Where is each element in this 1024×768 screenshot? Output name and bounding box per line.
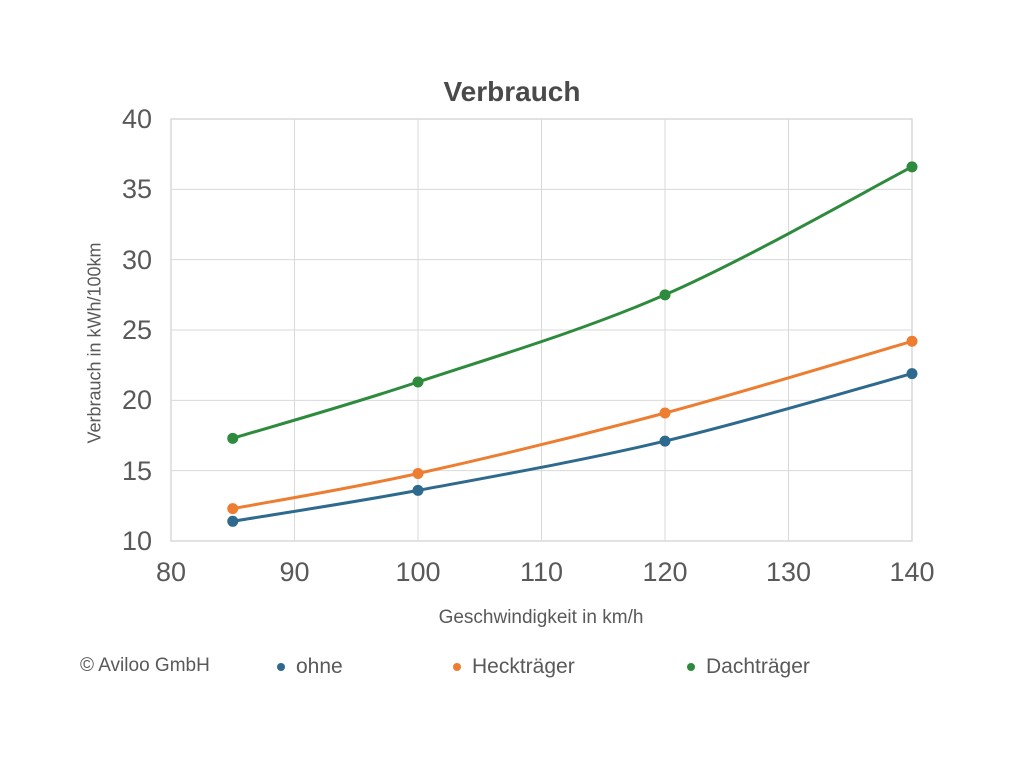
data-point-Dachträger	[906, 161, 918, 173]
y-tick-label: 40	[121, 104, 152, 134]
x-tick-label: 130	[765, 557, 812, 587]
y-tick-label: 30	[121, 244, 152, 275]
legend-item-Heckträger: Heckträger	[453, 653, 575, 681]
x-axis-title: Geschwindigkeit in km/h	[438, 607, 644, 628]
data-point-Dachträger	[659, 289, 671, 301]
legend-label: Heckträger	[472, 655, 575, 678]
y-axis-title: Verbrauch in kWh/100km	[84, 242, 105, 444]
y-tick-label: 35	[121, 174, 152, 205]
legend-item-Dachträger: Dachträger	[687, 653, 810, 681]
x-tick-label: 90	[279, 557, 310, 587]
series-line-Heckträger	[231, 339, 914, 511]
y-tick-label: 25	[121, 315, 152, 345]
legend-marker-icon	[277, 663, 285, 671]
series-line-Dachträger	[231, 165, 914, 440]
data-point-Heckträger	[659, 407, 671, 419]
data-point-Heckträger	[227, 503, 239, 515]
x-tick-label: 110	[519, 557, 564, 587]
y-tick-label: 20	[121, 385, 152, 416]
x-tick-label: 100	[395, 557, 441, 587]
y-tick-label: 15	[121, 455, 152, 486]
data-point-ohne	[412, 484, 424, 496]
data-point-Dachträger	[227, 432, 239, 444]
legend-label: Dachträger	[706, 655, 810, 678]
copyright-text: © Aviloo GmbH	[80, 655, 210, 676]
legend-label: ohne	[296, 655, 343, 678]
legend-item-ohne: ohne	[277, 653, 343, 681]
plot-border	[170, 118, 913, 542]
data-point-ohne	[906, 368, 918, 380]
x-tick-label: 140	[889, 557, 935, 587]
data-point-Heckträger	[906, 335, 918, 347]
legend-marker-icon	[687, 663, 695, 671]
x-tick-label: 120	[642, 557, 688, 587]
data-point-ohne	[227, 515, 239, 527]
chart-title: Verbrauch	[443, 76, 581, 107]
data-point-ohne	[659, 435, 671, 447]
data-point-Dachträger	[412, 376, 424, 388]
series-line-ohne	[231, 372, 914, 523]
legend-marker-icon	[453, 663, 461, 671]
x-tick-label: 80	[155, 557, 187, 587]
y-tick-label: 10	[121, 526, 152, 556]
data-point-Heckträger	[412, 467, 424, 479]
